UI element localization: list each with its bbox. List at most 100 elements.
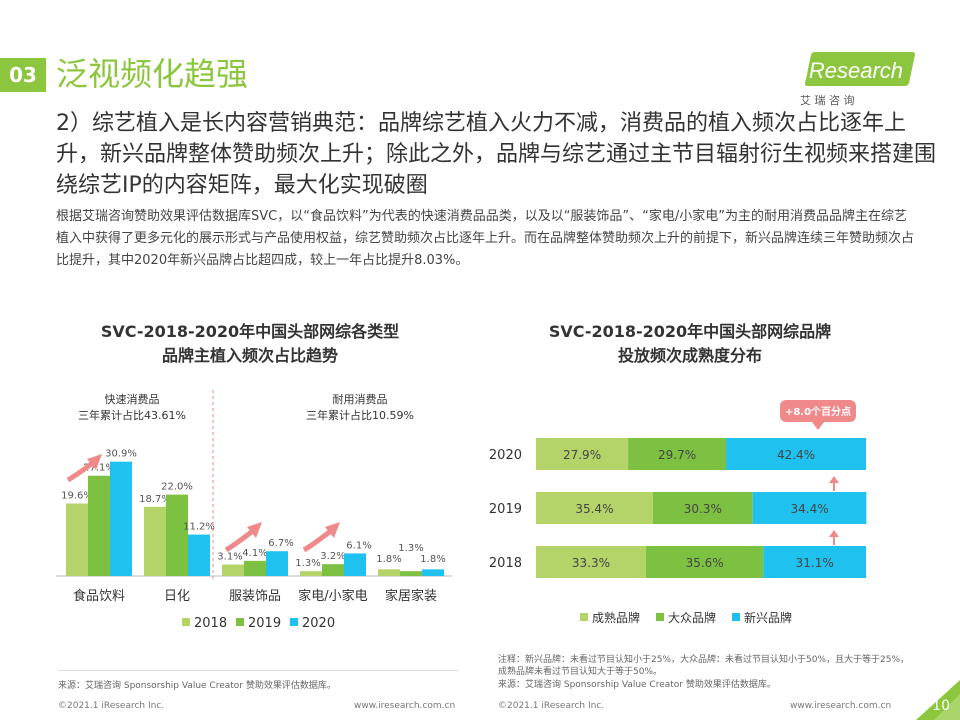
bar-食品饮料-2020 — [110, 461, 132, 576]
bar-家居家装-2019 — [400, 571, 422, 576]
group-a-sub: 三年累计占比43.61% — [78, 408, 186, 422]
right-stacked-bar-chart: +8.0个百分点 2020 27.9% 29.7% 42.4% 2019 35.4% 30.3… — [489, 400, 867, 625]
legend-label-成熟品牌: 成熟品牌 — [592, 610, 640, 625]
trend-arrowhead-2 — [325, 522, 340, 538]
group-b-sub: 三年累计占比10.59% — [306, 408, 414, 422]
legend-swatch-2020 — [290, 618, 298, 626]
right-footer-copyright: ©2021.1 iResearch Inc. — [498, 701, 605, 711]
section-title: 泛视频化趋强 — [56, 55, 249, 93]
bar-label-家电/小家电-2019: 3.2% — [320, 551, 345, 562]
bar-食品饮料-2019 — [88, 475, 110, 576]
callout-text: +8.0个百分点 — [785, 405, 851, 418]
legend-swatch-2019 — [236, 618, 244, 626]
segment-2019-成熟品牌 — [536, 492, 653, 524]
bar-家电/小家电-2020 — [344, 553, 366, 576]
bar-家居家装-2020 — [422, 569, 444, 576]
legend-label-2019: 2019 — [248, 616, 281, 631]
bar-服装饰品-2019 — [244, 560, 266, 576]
bar-label-家居家装-2018: 1.8% — [376, 554, 401, 565]
segment-2018-新兴品牌 — [763, 546, 866, 578]
logo-subtext: 艾 瑞 咨 询 — [800, 93, 855, 107]
segment-label-2018-大众品牌: 35.6% — [686, 556, 724, 570]
segment-2019-新兴品牌 — [752, 492, 867, 524]
page-number: 10 — [932, 698, 950, 714]
callout-pointer — [812, 422, 824, 430]
up-arrow-head-1 — [829, 530, 839, 537]
right-note: 注释：新兴品牌：未看过节目认知小于25%，大众品牌：未看过节目认知小于50%，且… — [498, 655, 910, 677]
segment-label-2020-成熟品牌: 27.9% — [563, 448, 601, 462]
bar-日化-2019 — [166, 494, 188, 576]
right-chart-title: SVC-2018-2020年中国头部网综品牌 投放频次成熟度分布 — [490, 320, 890, 368]
segment-label-2019-大众品牌: 30.3% — [684, 502, 722, 516]
trend-arrow-2 — [302, 528, 334, 553]
bar-label-服装饰品-2019: 4.1% — [242, 548, 267, 559]
left-footer-copyright: ©2021.1 iResearch Inc. — [58, 701, 165, 711]
segment-label-2018-新兴品牌: 31.1% — [796, 556, 834, 570]
trend-arrowhead-0 — [87, 454, 102, 470]
left-chart-title-line2: 品牌主植入频次占比趋势 — [161, 346, 338, 365]
segment-2020-成熟品牌 — [536, 438, 629, 470]
segment-label-2020-新兴品牌: 42.4% — [777, 448, 815, 462]
bar-label-家居家装-2020: 1.8% — [420, 554, 445, 565]
up-arrow-head-0 — [829, 476, 839, 483]
segment-label-2019-新兴品牌: 34.4% — [791, 502, 829, 516]
group-a-label: 快速消费品 — [105, 392, 160, 406]
x-tick-家电/小家电: 家电/小家电 — [298, 588, 367, 604]
legend-swatch-新兴品牌 — [732, 613, 740, 621]
section-number-badge: 03 — [0, 58, 46, 92]
segment-2020-新兴品牌 — [726, 438, 866, 470]
legend-label-2020: 2020 — [302, 616, 335, 631]
trend-arrowhead-1 — [247, 522, 262, 538]
left-source: 来源：艾瑞咨询 Sponsorship Value Creator 赞助效果评估… — [58, 681, 336, 691]
group-b-label: 耐用消费品 — [333, 392, 388, 406]
bar-label-日化-2018: 18.7% — [139, 494, 171, 505]
x-tick-服装饰品: 服装饰品 — [229, 589, 281, 604]
bar-日化-2020 — [188, 534, 210, 576]
page-corner-decoration — [916, 680, 960, 720]
bar-label-日化-2019: 22.0% — [161, 482, 193, 493]
segment-2019-大众品牌 — [652, 492, 753, 524]
bar-家电/小家电-2018 — [300, 571, 322, 576]
bar-label-家电/小家电-2020: 6.1% — [346, 540, 371, 551]
bar-服装饰品-2018 — [222, 564, 244, 576]
bar-label-家电/小家电-2018: 1.3% — [295, 558, 320, 569]
x-tick-家居家装: 家居家装 — [385, 588, 437, 604]
right-footer-url: www.iresearch.com.cn — [790, 701, 892, 711]
segment-2018-大众品牌 — [645, 546, 764, 578]
body-paragraph: 根据艾瑞咨询赞助效果评估数据库SVC，以“食品饮料”为代表的快速消费品品类，以及… — [56, 209, 915, 268]
left-source-divider — [58, 670, 458, 671]
legend-swatch-2018 — [182, 618, 190, 626]
segment-label-2018-成熟品牌: 33.3% — [572, 556, 610, 570]
left-chart-title: SVC-2018-2020年中国头部网综各类型 品牌主植入频次占比趋势 — [50, 320, 450, 368]
x-tick-食品饮料: 食品饮料 — [73, 588, 125, 604]
bar-label-食品饮料-2020: 30.9% — [105, 449, 137, 460]
segment-2020-大众品牌 — [628, 438, 727, 470]
legend-label-大众品牌: 大众品牌 — [668, 611, 716, 625]
segment-label-2019-成熟品牌: 35.4% — [575, 502, 613, 516]
logo-text: iResearch — [804, 58, 903, 83]
bar-家居家装-2018 — [378, 569, 400, 576]
segment-label-2020-大众品牌: 29.7% — [658, 448, 696, 462]
left-footer-url: www.iresearch.com.cn — [354, 701, 456, 711]
y-tick-2018: 2018 — [489, 556, 522, 571]
bar-日化-2018 — [144, 506, 166, 576]
bar-label-食品饮料-2019: 27.1% — [83, 463, 115, 474]
bar-食品饮料-2018 — [66, 503, 88, 576]
y-tick-2019: 2019 — [489, 502, 522, 517]
left-chart-title-line1: SVC-2018-2020年中国头部网综各类型 — [100, 322, 400, 341]
right-chart-title-line2: 投放频次成熟度分布 — [617, 346, 762, 365]
y-tick-2020: 2020 — [489, 448, 522, 463]
right-chart-title-line1: SVC-2018-2020年中国头部网综品牌 — [548, 322, 832, 341]
x-tick-日化: 日化 — [164, 589, 190, 604]
bar-家电/小家电-2019 — [322, 564, 344, 576]
legend-swatch-成熟品牌 — [580, 613, 588, 621]
segment-2018-成熟品牌 — [536, 546, 646, 578]
page-subtitle: 2）综艺植入是长内容营销典范：品牌综艺植入火力不减，消费品的植入频次占比逐年上升… — [56, 111, 937, 198]
iresearch-logo: iResearch 艾 瑞 咨 询 — [792, 50, 922, 110]
bar-label-家居家装-2019: 1.3% — [398, 543, 423, 554]
right-source: 来源：艾瑞咨询 Sponsorship Value Creator 赞助效果评估… — [498, 680, 776, 690]
legend-label-新兴品牌: 新兴品牌 — [744, 610, 792, 625]
bar-label-日化-2020: 11.2% — [183, 522, 215, 533]
legend-label-2018: 2018 — [194, 616, 227, 631]
